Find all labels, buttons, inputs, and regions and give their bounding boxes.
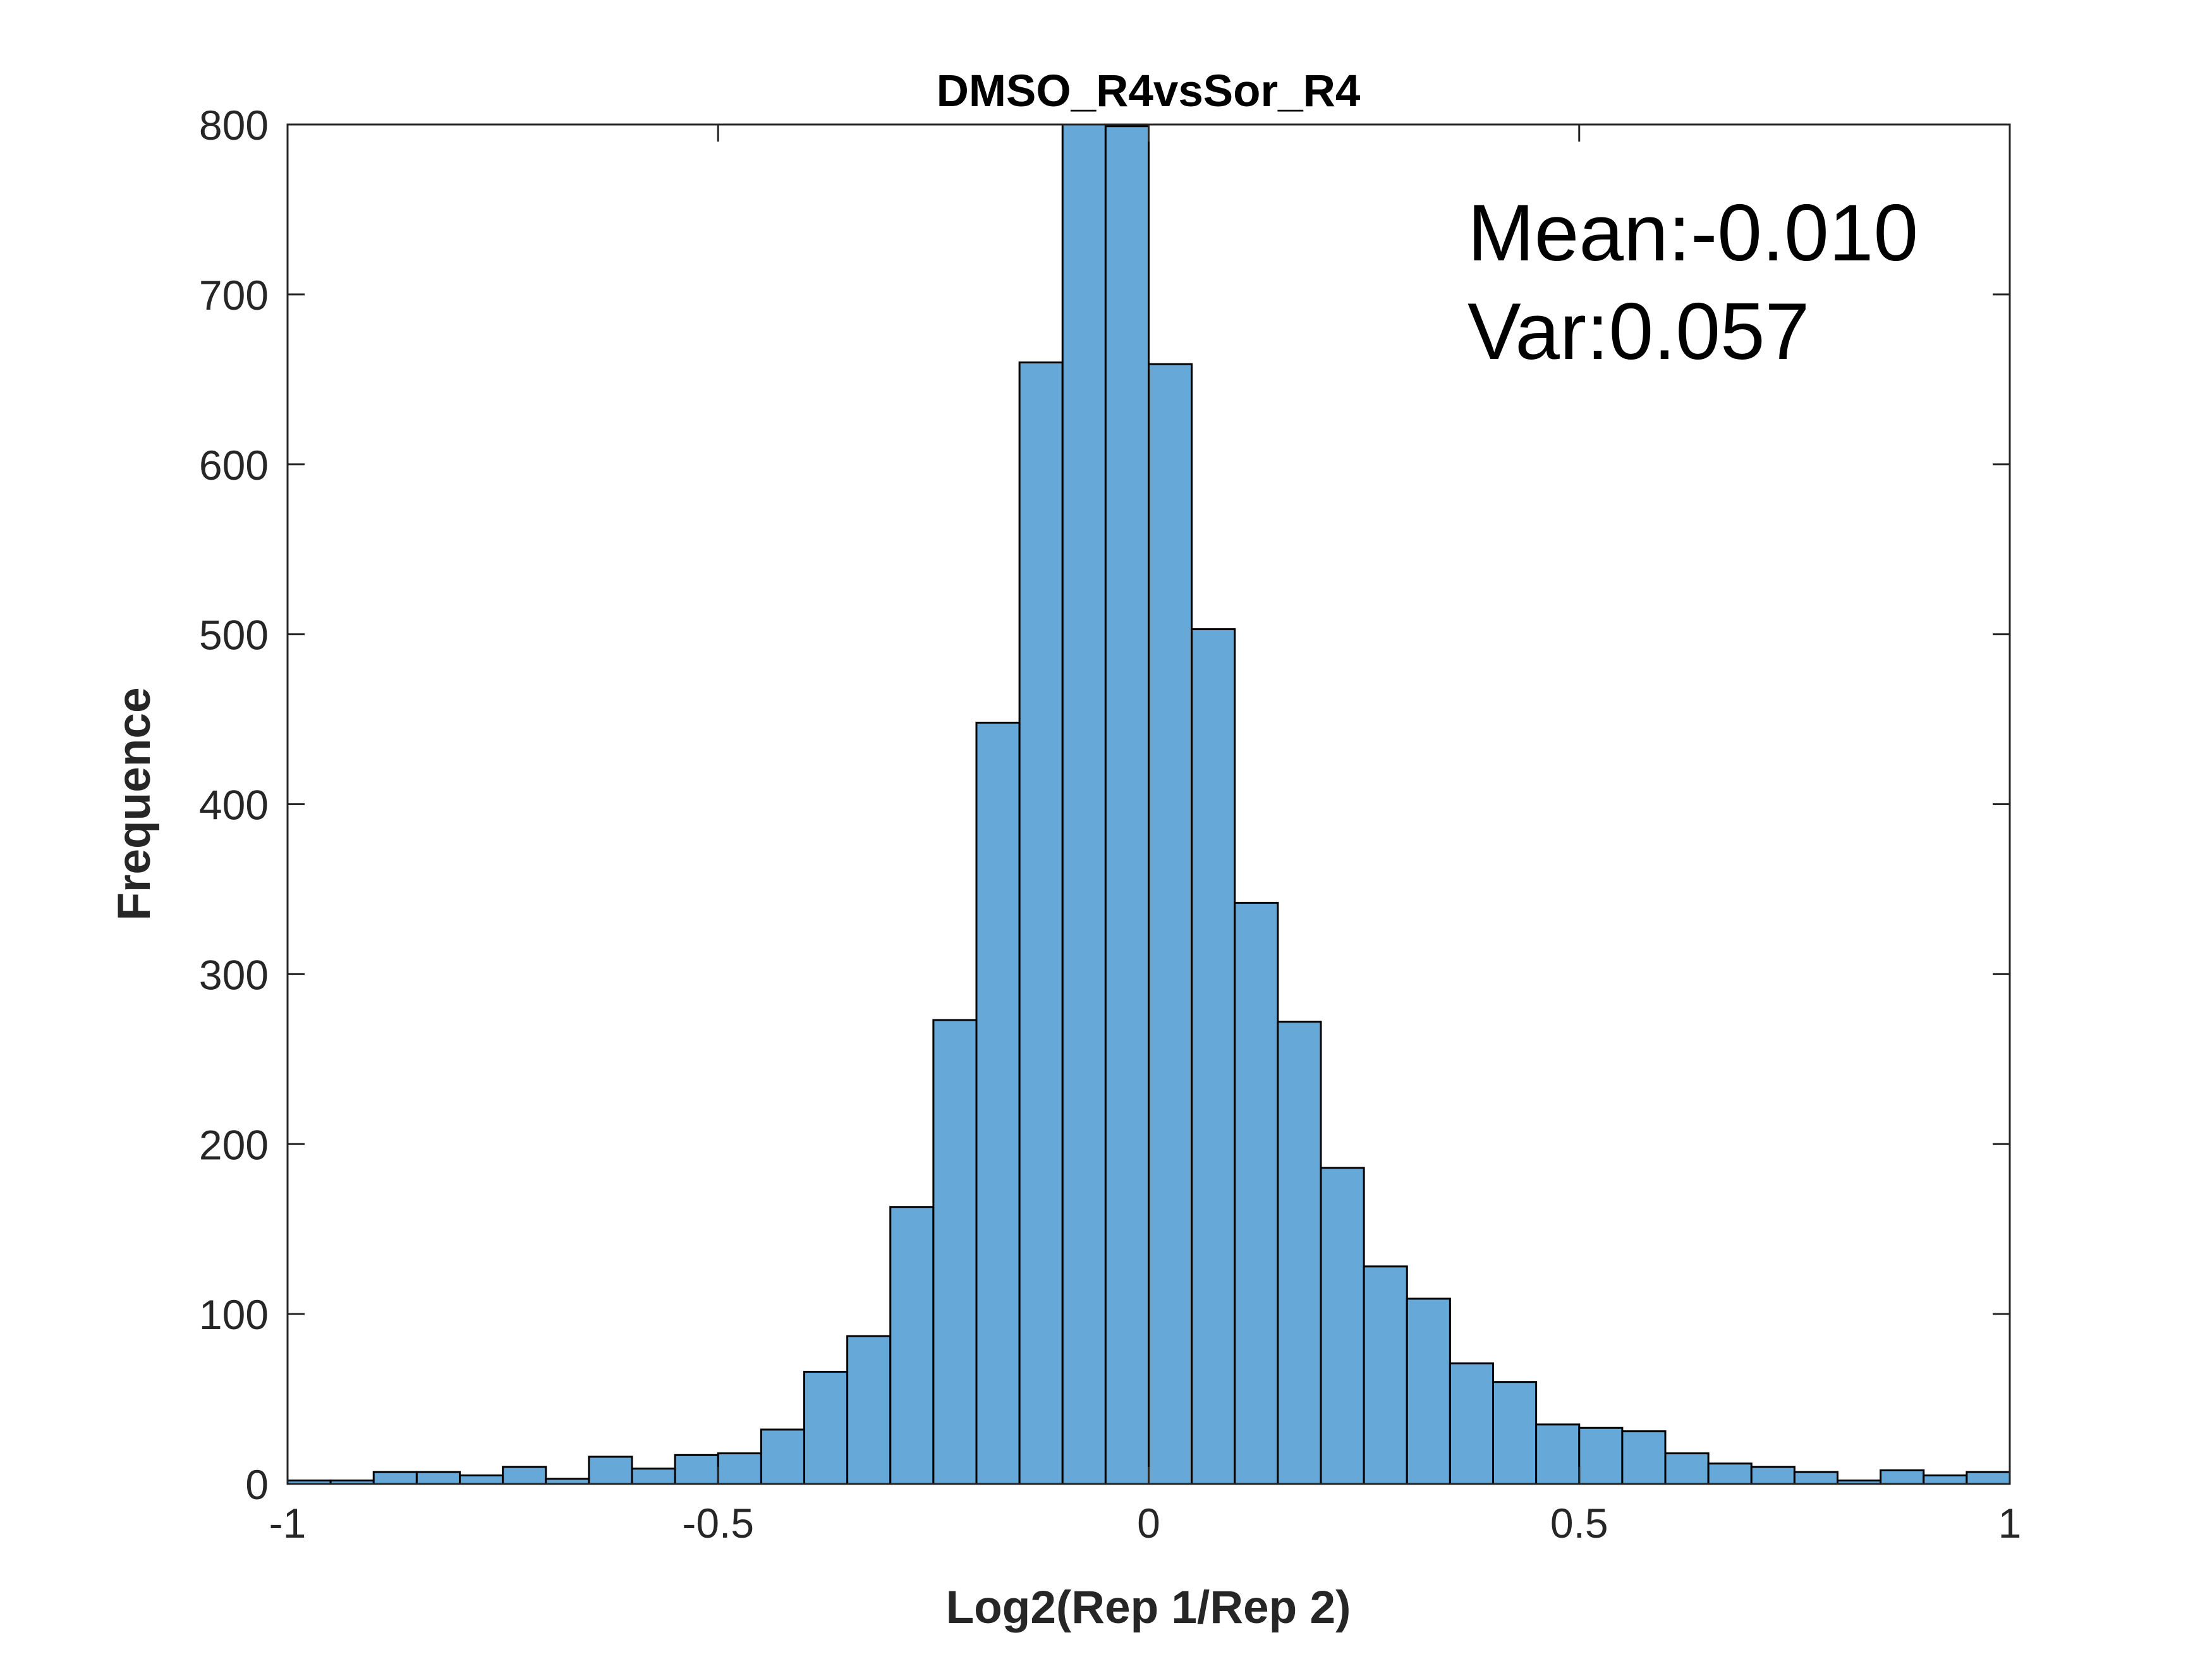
- y-tick-label: 0: [245, 1461, 269, 1508]
- histogram-bar: [459, 1474, 504, 1485]
- histogram-bar: [631, 1468, 676, 1485]
- y-tick-label: 100: [199, 1291, 269, 1338]
- histogram-bar: [717, 1452, 762, 1485]
- y-tick-label: 700: [199, 272, 269, 319]
- histogram-bar: [372, 1471, 418, 1485]
- histogram-bar: [1578, 1426, 1624, 1485]
- histogram-bar: [1750, 1466, 1796, 1485]
- histogram-bar: [1923, 1474, 1968, 1485]
- axis-ticks: [286, 123, 2011, 1485]
- x-tick-label: 1: [1998, 1500, 2022, 1547]
- y-axis-label: Frequence: [109, 687, 160, 920]
- histogram-bar: [760, 1428, 805, 1485]
- histogram-bar: [1277, 1021, 1322, 1485]
- histogram-bar: [1191, 628, 1236, 1485]
- histogram-bar: [1148, 363, 1193, 1485]
- histogram-bar: [1707, 1462, 1753, 1485]
- chart-title: DMSO_R4vsSor_R4: [937, 66, 1361, 116]
- histogram-bar: [1018, 361, 1064, 1485]
- x-tick-label: 0: [1137, 1500, 1160, 1547]
- histogram-bar: [1880, 1469, 1925, 1485]
- histogram-bar: [1966, 1471, 2011, 1485]
- y-tick-label: 300: [199, 951, 269, 998]
- x-axis-label: Log2(Rep 1/Rep 2): [946, 1582, 1351, 1633]
- histogram-bar: [1449, 1362, 1494, 1485]
- histogram-bar: [1621, 1430, 1667, 1485]
- histogram-bar: [1492, 1381, 1538, 1485]
- histogram-bar: [502, 1466, 547, 1485]
- histogram-bar: [1363, 1265, 1408, 1485]
- y-tick-label: 800: [199, 102, 269, 149]
- histogram-bar: [803, 1371, 849, 1485]
- mean-annotation: Mean:-0.010: [1468, 188, 1918, 277]
- y-tick-label: 500: [199, 612, 269, 659]
- histogram-bar: [1234, 901, 1279, 1485]
- variance-annotation: Var:0.057: [1468, 286, 1809, 376]
- histogram-bar: [1793, 1471, 1838, 1485]
- histogram-bar: [415, 1471, 461, 1485]
- x-tick-label: -0.5: [682, 1500, 754, 1547]
- histogram-bar: [1320, 1167, 1365, 1485]
- y-tick-label: 400: [199, 782, 269, 829]
- histogram-bar: [846, 1335, 892, 1485]
- histogram-bar: [1104, 125, 1150, 1485]
- y-tick-label: 200: [199, 1121, 269, 1168]
- histogram-bar: [1061, 123, 1107, 1485]
- histogram-bar: [1535, 1423, 1581, 1485]
- histogram-bar: [674, 1454, 719, 1485]
- histogram-bar: [588, 1455, 633, 1485]
- histogram-bar: [975, 721, 1021, 1485]
- axis-tick-labels: -1 -0.5 0 0.5 1 0 100 200 300 400 500 600 700 800: [199, 102, 2021, 1547]
- histogram-bar: [932, 1019, 978, 1485]
- x-tick-label: 0.5: [1550, 1500, 1608, 1547]
- y-tick-label: 600: [199, 442, 269, 489]
- histogram-bar: [889, 1206, 935, 1485]
- histogram-bar: [1406, 1297, 1451, 1485]
- histogram-bar: [1664, 1452, 1710, 1485]
- x-tick-label: -1: [269, 1500, 307, 1547]
